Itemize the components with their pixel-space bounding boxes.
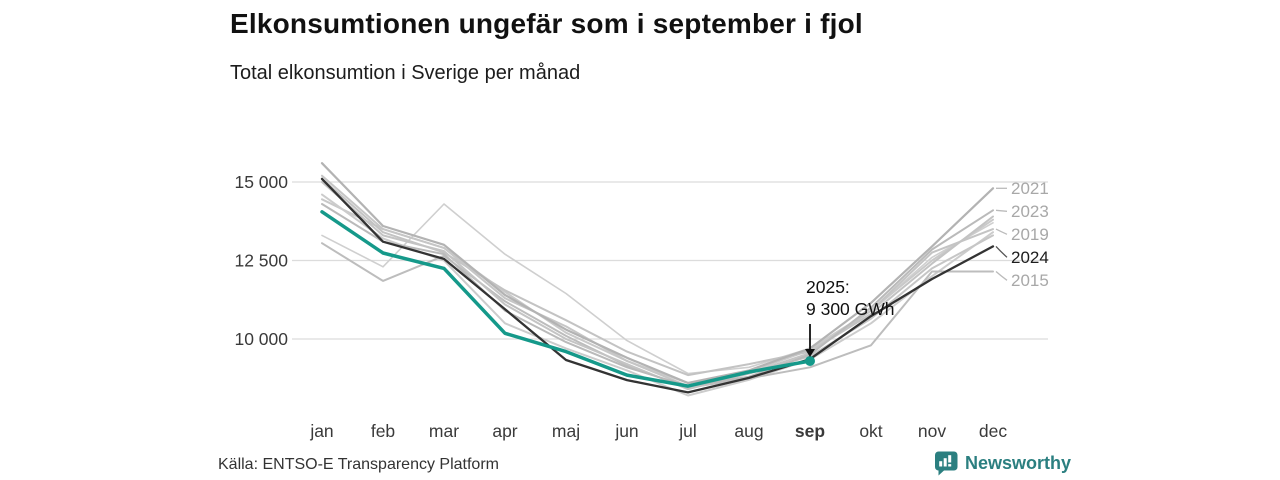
year-label-2021: 2021 <box>1011 179 1049 198</box>
page-title: Elkonsumtionen ungefär som i september i… <box>230 8 863 39</box>
series-line-2025 <box>320 210 812 388</box>
x-tick-label-jan: jan <box>309 421 333 441</box>
newsworthy-barchart-bubble-icon <box>935 451 958 476</box>
y-tick-label-12500: 12 500 <box>234 251 288 271</box>
year-label-leader-2024 <box>995 245 1008 258</box>
x-tick-label-nov: nov <box>918 421 946 441</box>
series-line-2021 <box>320 162 995 385</box>
y-tick-label-10000: 10 000 <box>234 329 288 349</box>
value-annotation: 2025: 9 300 GWh <box>806 276 895 320</box>
x-tick-label-jul: jul <box>678 421 697 441</box>
logo-wordmark: Newsworthy <box>965 453 1072 473</box>
series-line-2023 <box>321 203 994 388</box>
x-tick-label-sep: sep <box>795 421 825 441</box>
x-tick-label-mar: mar <box>429 421 459 441</box>
newsworthy-logo: Newsworthy <box>934 451 1071 476</box>
series-end-dot-2025 <box>805 355 815 366</box>
year-label-2019: 2019 <box>1011 225 1049 244</box>
year-label-2023: 2023 <box>1011 202 1049 221</box>
year-label-2015: 2015 <box>1011 271 1049 290</box>
x-tick-label-feb: feb <box>371 421 395 441</box>
y-tick-label-15000: 15 000 <box>234 172 288 192</box>
year-label-leader-2015 <box>995 271 1008 281</box>
annotation-year: 2025: <box>806 277 850 297</box>
x-tick-label-dec: dec <box>979 421 1007 441</box>
annotation-arrow-head <box>805 348 815 357</box>
x-tick-label-maj: maj <box>552 421 580 441</box>
x-tick-label-jun: jun <box>614 421 638 441</box>
year-label-2024: 2024 <box>1011 248 1049 267</box>
year-label-leader-2019 <box>995 228 1008 235</box>
chart-subtitle: Total elkonsumtion i Sverige per månad <box>230 62 581 84</box>
series-line-2024 <box>320 177 995 394</box>
x-tick-label-apr: apr <box>492 421 517 441</box>
source-credit: Källa: ENTSO-E Transparency Platform <box>218 456 499 473</box>
annotation-value: 9 300 GWh <box>806 299 895 319</box>
x-tick-label-okt: okt <box>859 421 882 441</box>
x-tick-label-aug: aug <box>734 421 763 441</box>
year-label-leader-2023 <box>995 209 1008 212</box>
